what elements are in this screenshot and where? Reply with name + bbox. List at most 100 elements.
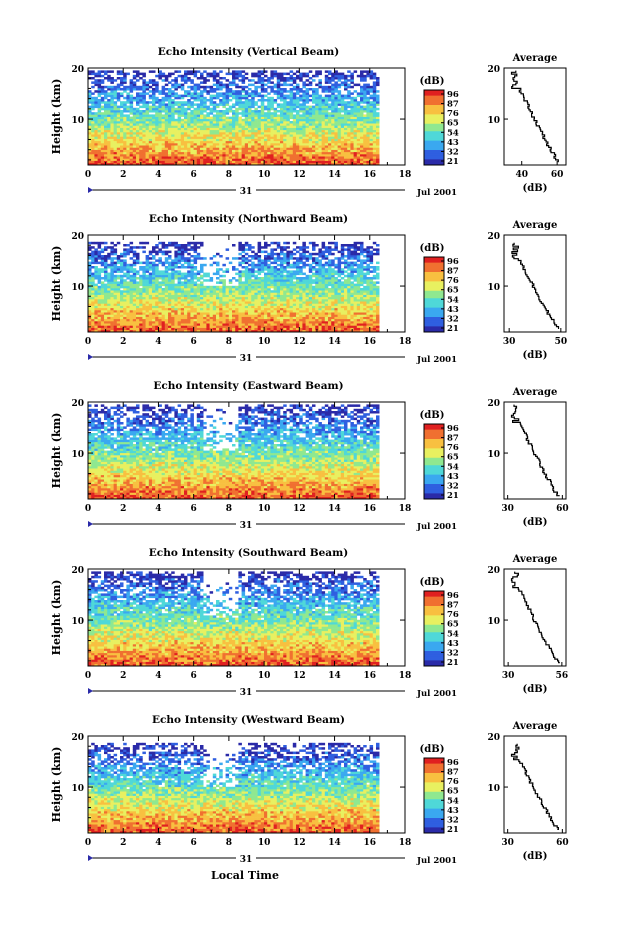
colorbar-segment: [424, 296, 444, 299]
x-tick-label: 2: [120, 170, 126, 180]
colorbar-segment: [424, 474, 444, 477]
avg-profile-line: [511, 242, 560, 329]
colorbar-segment: [424, 821, 444, 825]
colorbar-segment: [424, 476, 444, 479]
colorbar-tick-label: 87: [447, 434, 459, 444]
avg-x-tick-label: 30: [503, 337, 516, 347]
avg-x-label: (dB): [523, 350, 548, 361]
colorbar-segment: [424, 452, 444, 455]
x-tick-label: 2: [120, 838, 126, 848]
colorbar-segment: [424, 429, 444, 432]
colorbar-segment: [424, 292, 444, 295]
colorbar-tick-label: 21: [447, 157, 459, 167]
colorbar-segment: [424, 652, 444, 656]
colorbar-tick-label: 43: [447, 806, 459, 816]
date-label: Jul 2001: [416, 856, 457, 866]
x-tick-label: 10: [258, 838, 271, 848]
colorbar-segment: [424, 118, 444, 121]
colorbar-unit: (dB): [420, 243, 445, 254]
colorbar-tick-label: 32: [447, 648, 459, 658]
colorbar-segment: [424, 611, 444, 614]
x-tick-label: 10: [258, 671, 271, 681]
date-label: Jul 2001: [416, 689, 457, 699]
colorbar-tick-label: 43: [447, 472, 459, 482]
avg-x-label: (dB): [523, 183, 548, 194]
colorbar-tick-label: 65: [447, 119, 459, 129]
colorbar-segment: [424, 816, 444, 819]
avg-x-label: (dB): [523, 851, 548, 862]
y-tick-label: 20: [71, 566, 84, 576]
colorbar-segment: [424, 621, 444, 624]
colorbar-tick-label: 96: [447, 90, 459, 100]
colorbar-segment: [424, 425, 444, 429]
colorbar-segment: [424, 619, 444, 622]
x-tick-label: 10: [258, 337, 271, 347]
x-axis-label: Local Time: [211, 869, 279, 882]
y-axis-label: Height (km): [50, 747, 63, 823]
colorbar-segment: [424, 127, 444, 130]
colorbar-segment: [424, 320, 444, 324]
x-tick-label: 14: [328, 170, 341, 180]
colorbar-segment: [424, 664, 444, 667]
colorbar-segment: [424, 465, 444, 468]
colorbar-segment: [424, 485, 444, 489]
colorbar-tick-label: 54: [447, 462, 459, 472]
colorbar-segment: [424, 491, 444, 494]
y-tick-label: 20: [71, 232, 84, 242]
avg-y-tick-label: 10: [487, 617, 500, 627]
colorbar-segment: [424, 487, 444, 491]
colorbar-segment: [424, 472, 444, 476]
day-label: 31: [240, 354, 253, 364]
avg-x-label: (dB): [523, 517, 548, 528]
y-tick-label: 20: [71, 733, 84, 743]
colorbar-segment: [424, 656, 444, 659]
x-tick-label: 12: [293, 504, 306, 514]
x-tick-label: 12: [293, 838, 306, 848]
colorbar-segment: [424, 305, 444, 309]
avg-y-tick-label: 10: [487, 116, 500, 126]
colorbar-segment: [424, 823, 444, 826]
x-tick-label: 0: [85, 671, 91, 681]
avg-x-tick-label: 60: [556, 838, 569, 848]
x-tick-label: 0: [85, 170, 91, 180]
colorbar-segment: [424, 91, 444, 95]
colorbar-segment: [424, 270, 444, 273]
colorbar-segment: [424, 641, 444, 644]
colorbar-segment: [424, 639, 444, 643]
colorbar-segment: [424, 285, 444, 288]
colorbar-segment: [424, 786, 444, 789]
colorbar-segment: [424, 146, 444, 149]
colorbar-segment: [424, 626, 444, 629]
panel-2: Echo Intensity (Northward Beam) 0 2 4 6 8 10 12…: [50, 213, 567, 365]
avg-frame: [503, 234, 567, 333]
colorbar-tick-label: 32: [447, 481, 459, 491]
heatmap-cells: [88, 70, 380, 166]
heatmap-cells: [88, 241, 380, 333]
x-tick-label: 18: [399, 671, 412, 681]
colorbar-segment: [424, 628, 444, 631]
colorbar-segment: [424, 133, 444, 136]
colorbar-segment: [424, 114, 444, 117]
x-tick-label: 6: [191, 170, 197, 180]
colorbar-segment: [424, 480, 444, 483]
colorbar-frame: [423, 256, 445, 333]
day-marker: [88, 521, 93, 527]
colorbar-segment: [424, 435, 444, 438]
avg-title: Average: [512, 554, 558, 565]
avg-title: Average: [512, 387, 558, 398]
colorbar-segment: [424, 812, 444, 815]
colorbar-frame: [423, 423, 445, 500]
date-label: Jul 2001: [416, 522, 457, 532]
colorbar-segment: [424, 795, 444, 798]
colorbar-segment: [424, 615, 444, 618]
avg-x-tick-label: 60: [551, 170, 564, 180]
colorbar-tick-label: 43: [447, 639, 459, 649]
colorbar-segment: [424, 818, 444, 821]
colorbar-tick-label: 76: [447, 109, 459, 119]
colorbar-unit: (dB): [420, 410, 445, 421]
colorbar-tick-label: 32: [447, 314, 459, 324]
colorbar-segment: [424, 448, 444, 451]
colorbar-segment: [424, 298, 444, 301]
colorbar-segment: [424, 129, 444, 132]
